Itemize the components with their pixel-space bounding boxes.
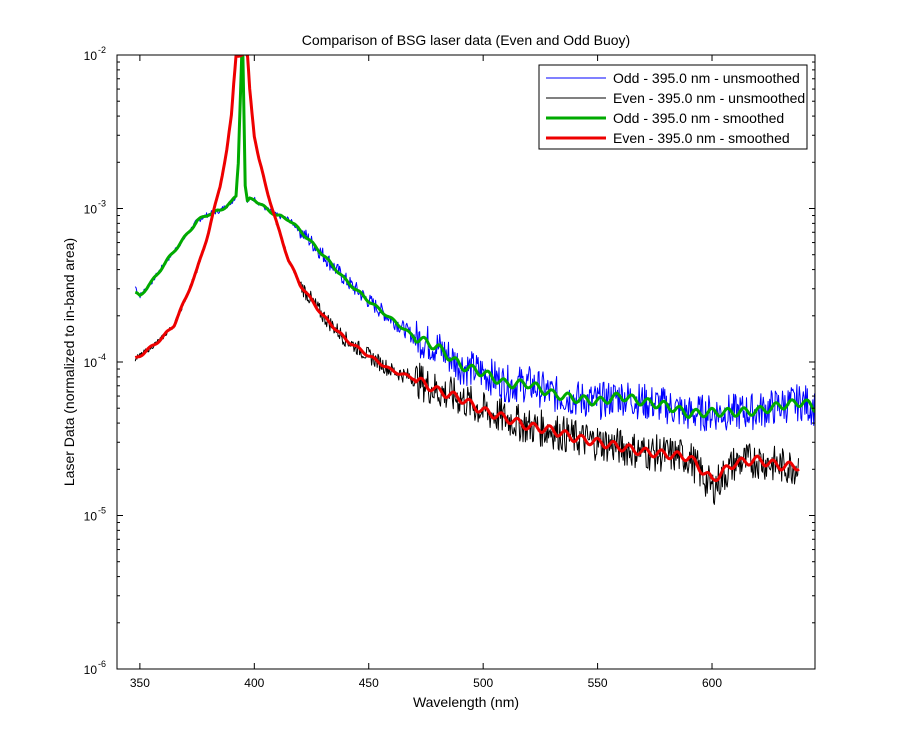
series-line-2 <box>134 55 815 419</box>
legend-entry-even-unsmoothed: Even - 395.0 nm - unsmoothed <box>546 90 805 106</box>
x-tick-label: 350 <box>130 676 150 690</box>
y-tick-label-exponent: -3 <box>98 199 106 209</box>
y-tick-label: 10 <box>84 356 98 370</box>
legend-label-even-smoothed: Even - 395.0 nm - smoothed <box>613 130 790 146</box>
x-tick-label: 450 <box>359 676 379 690</box>
y-tick-label: 10 <box>84 203 98 217</box>
chart-title: Comparison of BSG laser data (Even and O… <box>302 32 630 48</box>
legend: Odd - 395.0 nm - unsmoothed Even - 395.0… <box>538 64 808 150</box>
legend-entry-odd-smoothed: Odd - 395.0 nm - smoothed <box>546 110 784 126</box>
y-tick-label: 10 <box>84 49 98 63</box>
x-tick-label: 600 <box>702 676 722 690</box>
x-tick-label: 400 <box>244 676 264 690</box>
legend-entry-odd-unsmoothed: Odd - 395.0 nm - unsmoothed <box>546 70 800 86</box>
x-axis-label: Wavelength (nm) <box>413 694 519 710</box>
legend-label-even-unsmoothed: Even - 395.0 nm - unsmoothed <box>613 90 805 106</box>
y-axis-label: Laser Data (normalized to in-band area) <box>61 238 77 486</box>
series-line-1 <box>134 55 799 505</box>
y-tick-label-exponent: -2 <box>98 45 106 55</box>
legend-entry-even-smoothed: Even - 395.0 nm - smoothed <box>546 130 790 146</box>
y-tick-label: 10 <box>84 663 98 677</box>
x-tick-label: 500 <box>473 676 493 690</box>
y-tick-label-exponent: -6 <box>98 659 106 669</box>
legend-label-odd-unsmoothed: Odd - 395.0 nm - unsmoothed <box>613 70 800 86</box>
legend-box <box>538 64 808 150</box>
y-tick-label-exponent: -4 <box>98 352 106 362</box>
series-layer <box>134 55 815 505</box>
y-tick-label: 10 <box>84 510 98 524</box>
plot-area <box>117 55 815 669</box>
series-line-3 <box>134 55 800 483</box>
y-tick-label-exponent: -5 <box>98 506 106 516</box>
axes-frame <box>116 54 816 670</box>
x-tick-label: 550 <box>588 676 608 690</box>
legend-label-odd-smoothed: Odd - 395.0 nm - smoothed <box>613 110 784 126</box>
